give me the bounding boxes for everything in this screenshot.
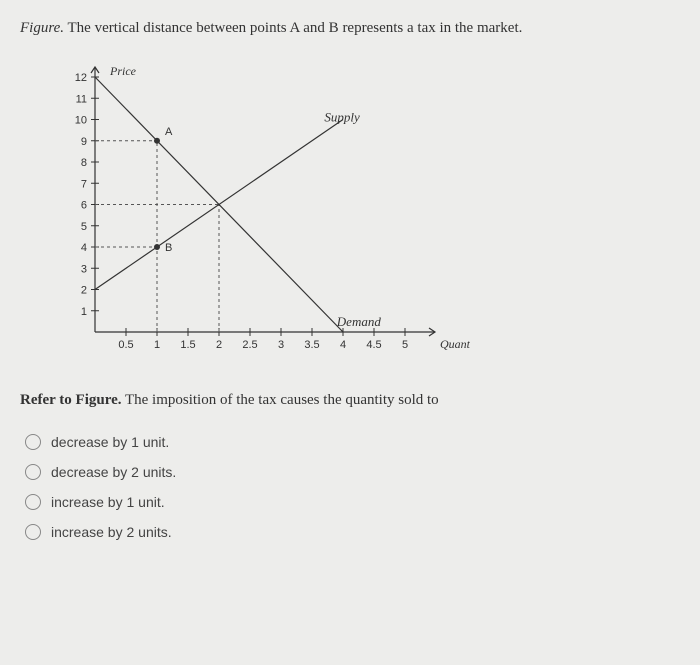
radio-icon [25, 524, 41, 540]
option-label: decrease by 1 unit. [51, 434, 169, 450]
option-c[interactable]: increase by 1 unit. [25, 494, 680, 510]
svg-text:1: 1 [81, 306, 87, 318]
svg-text:2: 2 [216, 339, 222, 351]
svg-text:Quantity: Quantity [440, 337, 470, 351]
svg-text:3: 3 [81, 263, 87, 275]
svg-text:Demand: Demand [336, 314, 382, 329]
figure-text: The vertical distance between points A a… [68, 20, 523, 36]
chart: 1234567891011120.511.522.533.544.55Price… [50, 52, 680, 372]
svg-text:4.5: 4.5 [366, 339, 381, 351]
figure-prefix: Figure. [20, 20, 64, 36]
svg-text:2.5: 2.5 [242, 339, 257, 351]
question-prefix: Refer to Figure. [20, 392, 122, 408]
svg-text:4: 4 [81, 242, 87, 254]
svg-text:A: A [165, 126, 173, 138]
svg-text:11: 11 [76, 93, 87, 105]
svg-text:8: 8 [81, 157, 87, 169]
svg-text:9: 9 [81, 136, 87, 148]
radio-icon [25, 434, 41, 450]
svg-text:2: 2 [81, 285, 87, 297]
option-d[interactable]: increase by 2 units. [25, 524, 680, 540]
radio-icon [25, 464, 41, 480]
question-text: The imposition of the tax causes the qua… [125, 392, 439, 408]
question-container: Figure. The vertical distance between po… [20, 20, 680, 540]
svg-text:1.5: 1.5 [180, 339, 195, 351]
options-group: decrease by 1 unit. decrease by 2 units.… [25, 434, 680, 540]
svg-text:0.5: 0.5 [118, 339, 133, 351]
option-b[interactable]: decrease by 2 units. [25, 464, 680, 480]
svg-text:3: 3 [278, 339, 284, 351]
svg-text:7: 7 [81, 178, 87, 190]
option-label: increase by 2 units. [51, 524, 172, 540]
option-label: increase by 1 unit. [51, 494, 165, 510]
question-stem: Refer to Figure. The imposition of the t… [20, 392, 680, 409]
svg-text:4: 4 [340, 339, 346, 351]
svg-text:6: 6 [81, 200, 87, 212]
option-a[interactable]: decrease by 1 unit. [25, 434, 680, 450]
option-label: decrease by 2 units. [51, 464, 176, 480]
svg-text:Price: Price [109, 64, 137, 78]
chart-svg: 1234567891011120.511.522.533.544.55Price… [50, 52, 470, 372]
svg-text:10: 10 [75, 115, 87, 127]
svg-text:5: 5 [402, 339, 408, 351]
svg-text:3.5: 3.5 [304, 339, 319, 351]
svg-text:5: 5 [81, 221, 87, 233]
figure-title: Figure. The vertical distance between po… [20, 20, 680, 37]
svg-text:Supply: Supply [324, 110, 360, 125]
svg-text:12: 12 [75, 72, 87, 84]
radio-icon [25, 494, 41, 510]
svg-text:1: 1 [154, 339, 160, 351]
svg-text:B: B [165, 242, 172, 254]
